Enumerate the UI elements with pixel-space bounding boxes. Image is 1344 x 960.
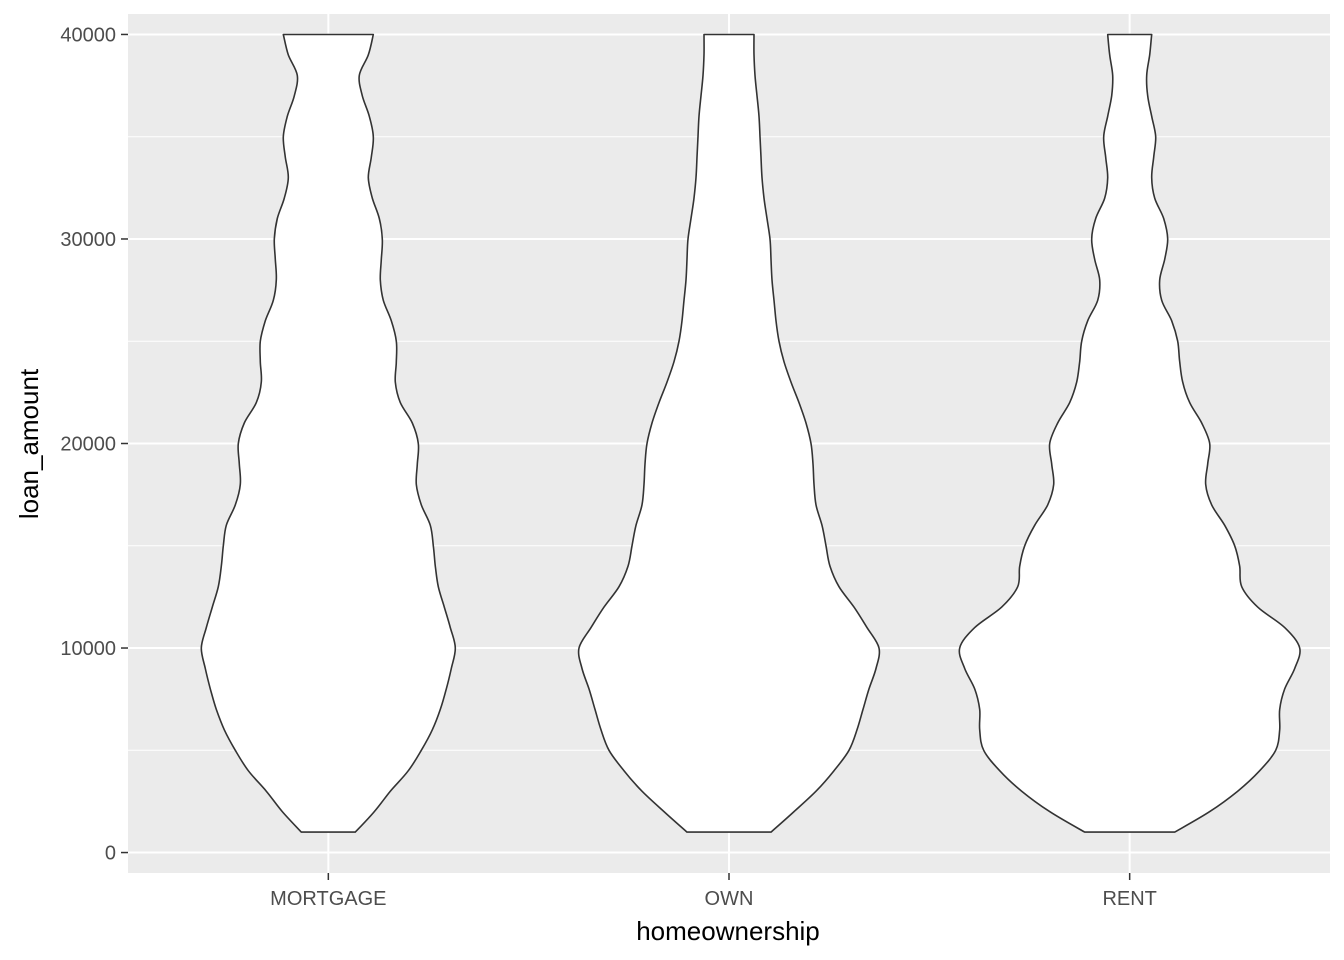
violin-own — [577, 33, 881, 833]
x-axis: MORTGAGE OWN RENT — [270, 873, 1157, 910]
violin-mortgage — [200, 33, 457, 833]
x-tick-label: OWN — [705, 888, 754, 910]
violin-rent — [958, 33, 1301, 833]
x-tick-label: MORTGAGE — [270, 888, 386, 910]
y-tick-label: 20000 — [60, 434, 116, 456]
y-tick-label: 40000 — [60, 24, 116, 46]
x-axis-title: homeownership — [636, 916, 820, 946]
y-axis-title: loan_amount — [14, 368, 44, 519]
x-tick-label: RENT — [1102, 888, 1156, 910]
y-tick-label: 10000 — [60, 638, 116, 660]
y-tick-label: 30000 — [60, 229, 116, 251]
violins — [200, 33, 1301, 833]
y-tick-label: 0 — [105, 843, 116, 865]
y-axis: 0 10000 20000 30000 40000 — [60, 24, 128, 865]
